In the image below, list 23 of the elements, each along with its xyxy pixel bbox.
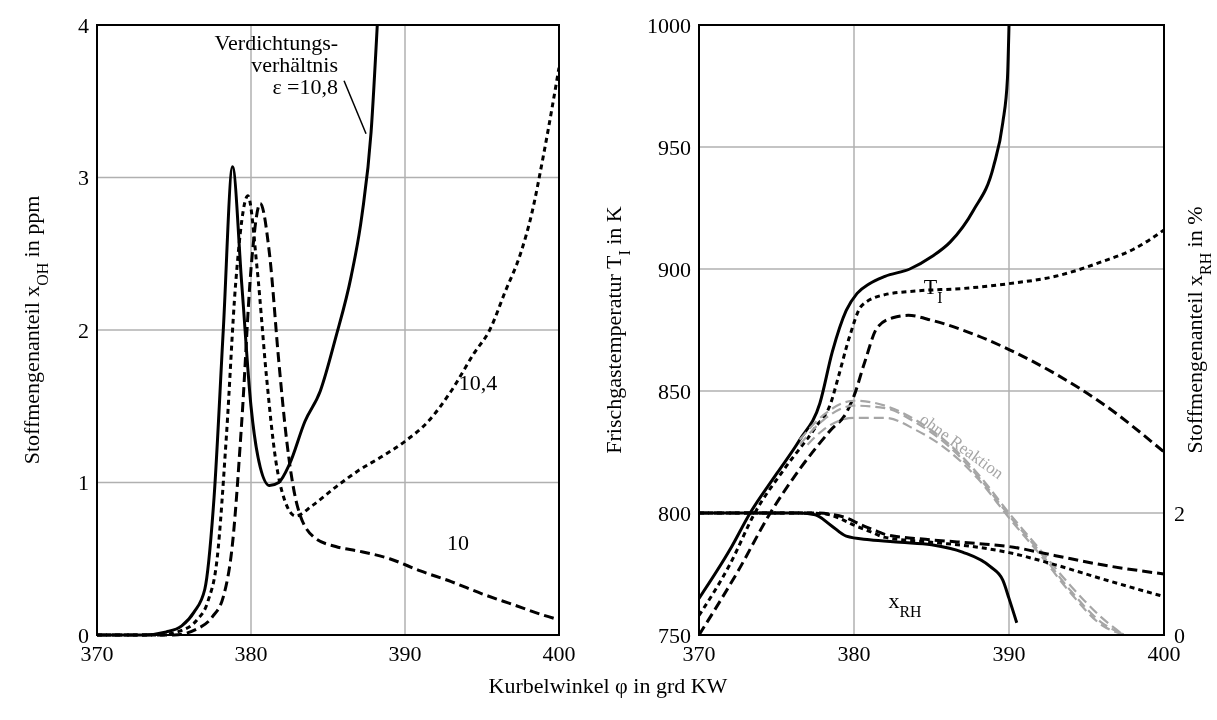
y2-tick-label: 0 <box>1174 622 1185 648</box>
y2-tick-label: 2 <box>1174 500 1185 526</box>
x-tick-label: 400 <box>542 641 576 666</box>
y-tick-label: 850 <box>658 378 691 404</box>
annotation: x$_{RH}$ <box>888 587 922 620</box>
x-axis-title: Kurbelwinkel φ in grd KW <box>488 673 728 698</box>
x-tick-label: 380 <box>234 641 268 666</box>
annotation: 10 <box>447 529 469 555</box>
y-tick-label: 950 <box>658 134 691 160</box>
y-tick-label: 4 <box>78 12 89 38</box>
y-tick-label: 800 <box>658 500 691 526</box>
y-tick-label: 1 <box>78 470 89 496</box>
y-tick-label: 2 <box>78 317 89 343</box>
y-tick-label: 750 <box>658 622 691 648</box>
annotation: Verdichtungs- verhältnis ε =10,8 <box>214 30 339 100</box>
annotation: 10,4 <box>458 369 498 395</box>
x-tick-label: 390 <box>992 641 1026 666</box>
x-tick-label: 380 <box>837 641 871 666</box>
x-tick-label: 390 <box>388 641 422 666</box>
y-tick-label: 0 <box>78 622 89 648</box>
y-tick-label: 3 <box>78 165 89 191</box>
y-tick-label: 900 <box>658 256 691 282</box>
y-tick-label: 1000 <box>647 12 691 38</box>
